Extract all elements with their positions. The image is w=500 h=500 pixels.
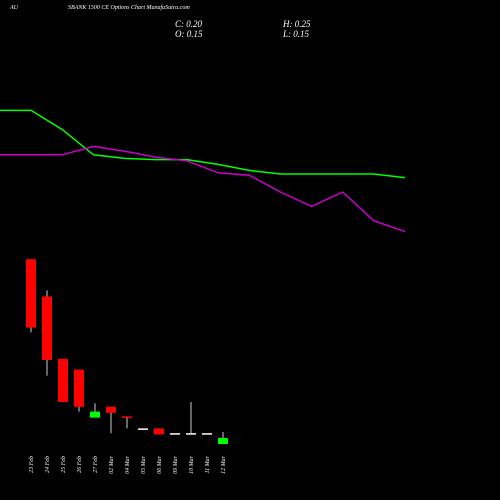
x-tick-label: 27 Feb: [93, 456, 99, 473]
x-tick-label: 11 Mar: [205, 455, 211, 473]
x-tick-label: 26 Feb: [77, 456, 83, 473]
x-tick-label: 25 Feb: [61, 456, 67, 473]
candle-body: [218, 438, 228, 444]
high-label: H: 0.25: [282, 19, 311, 29]
x-tick-label: 05 Mar: [141, 455, 147, 473]
indicator-line: [0, 109, 406, 179]
chart-title: SBANK 1500 CE Options Chart MunafaSutra.…: [68, 4, 190, 11]
x-tick-label: 10 Mar: [189, 455, 195, 473]
candle-body: [58, 358, 68, 402]
close-label: C: 0.20: [175, 19, 203, 29]
candle-body: [202, 433, 212, 435]
candle-body: [26, 259, 36, 328]
candle-body: [170, 433, 180, 435]
candle-body: [138, 428, 148, 430]
candle-body: [154, 428, 164, 435]
symbol: AU: [9, 5, 19, 11]
x-tick-label: 09 Mar: [173, 455, 179, 473]
x-tick-label: 06 Mar: [157, 455, 163, 473]
x-tick-label: 24 Feb: [44, 456, 51, 473]
open-label: O: 0.15: [175, 29, 203, 39]
x-tick-label: 02 Mar: [109, 455, 115, 473]
x-tick-label: 23 Feb: [29, 456, 35, 473]
indicator-line: [0, 145, 406, 233]
candle-body: [42, 296, 52, 360]
candle-body: [74, 369, 84, 407]
x-tick-label: 04 Mar: [124, 455, 131, 473]
candle-body: [106, 406, 116, 413]
candle-body: [186, 433, 196, 435]
candle-body: [122, 416, 132, 418]
candle-body: [90, 411, 100, 418]
low-label: L: 0.15: [282, 29, 310, 39]
x-tick-label: 12 Mar: [221, 455, 227, 473]
